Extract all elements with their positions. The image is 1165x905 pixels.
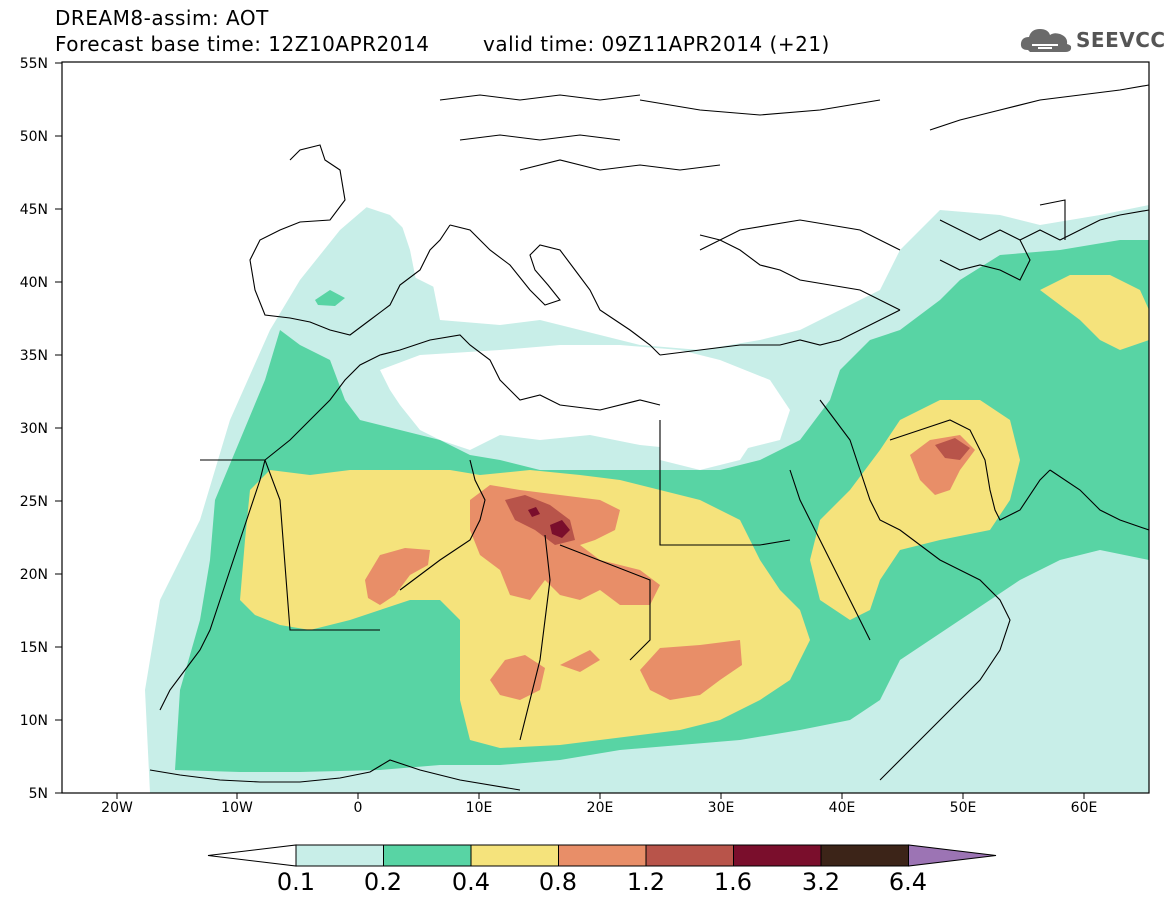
aot-field [62,62,1149,793]
logo-text: SEEVCCC [1076,28,1165,52]
lat-tick-label: 55N [20,56,48,72]
colorbar: 0.1 0.2 0.4 0.8 1.2 1.6 3.2 6.4 [207,844,997,896]
lat-tick-label: 5N [29,786,48,802]
lon-tick-label: 60E [1071,800,1098,816]
colorbar-labels: 0.1 0.2 0.4 0.8 1.2 1.6 3.2 6.4 [277,868,927,896]
chart-title: DREAM8-assim: AOT [55,6,269,30]
colorbar-label: 1.6 [714,868,752,896]
lon-tick-label: 20W [101,800,133,816]
lon-tick-marks [116,793,1085,799]
lat-tick-label: 35N [20,348,48,364]
colorbar-cell [733,844,822,867]
lat-tick-marks [55,62,62,794]
colorbar-cell [820,844,909,867]
lat-tick-label: 30N [20,421,48,437]
lat-tick-label: 45N [20,202,48,218]
lat-tick-label: 40N [20,275,48,291]
colorbar-cell [645,844,734,867]
colorbar-cell [558,844,647,867]
lon-tick-label: 40E [829,800,856,816]
colorbar-label: 3.2 [802,868,840,896]
colorbar-label: 1.2 [627,868,665,896]
valid-time-label: valid time: 09Z11APR2014 (+21) [483,32,830,56]
cloud-icon [1020,29,1072,52]
colorbar-label: 0.4 [452,868,490,896]
colorbar-cell [295,844,384,867]
colorbar-cell [470,844,559,867]
colorbar-cell [383,844,472,867]
lat-tick-label: 25N [20,494,48,510]
seevccc-logo: SEEVCCC [1018,24,1165,56]
colorbar-label: 6.4 [889,868,927,896]
colorbar-cells [207,844,997,867]
colorbar-arrow-low [207,844,297,867]
base-time-label: Forecast base time: 12Z10APR2014 [55,32,430,56]
colorbar-label: 0.8 [539,868,577,896]
coastlines [149,84,1149,791]
lon-tick-label: 10W [221,800,253,816]
colorbar-label: 0.2 [364,868,402,896]
colorbar-label: 0.1 [277,868,315,896]
lon-tick-label: 50E [950,800,977,816]
lon-tick-label: 10E [466,800,493,816]
aot-clean-areas [62,62,1149,640]
lat-tick-label: 20N [20,567,48,583]
latitude-axis: 5N 10N 15N 20N 25N 30N 35N 40N 45N 50N 5… [20,56,62,802]
lat-tick-label: 50N [20,129,48,145]
aot-band-1.6 [528,507,570,538]
lon-tick-label: 30E [708,800,735,816]
longitude-axis: 20W 10W 0 10E 20E 30E 40E 50E 60E [101,793,1097,816]
lat-tick-label: 15N [20,640,48,656]
lat-tick-label: 10N [20,713,48,729]
colorbar-arrow-high [908,844,997,867]
lon-tick-label: 0 [354,800,363,816]
lon-tick-label: 20E [587,800,614,816]
